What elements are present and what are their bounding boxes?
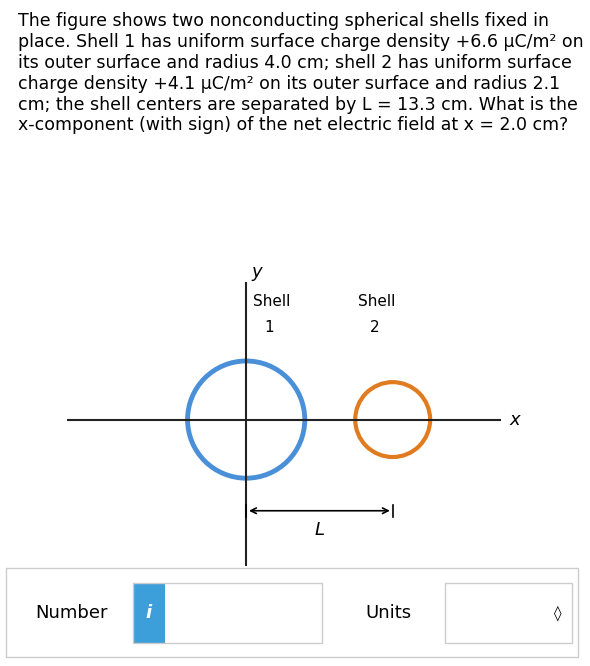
Text: y: y <box>251 263 262 281</box>
Bar <box>133 583 322 643</box>
Bar <box>445 583 572 643</box>
Text: L: L <box>314 521 325 539</box>
Text: Number: Number <box>35 603 108 622</box>
Text: x: x <box>510 410 520 429</box>
Bar <box>133 583 165 643</box>
Text: Shell: Shell <box>253 294 291 309</box>
Text: 1: 1 <box>264 320 274 335</box>
Text: Shell: Shell <box>359 294 396 309</box>
Text: i: i <box>146 603 152 622</box>
Text: 2: 2 <box>370 320 379 335</box>
Text: ◊: ◊ <box>554 605 561 621</box>
Bar <box>6 568 578 657</box>
Text: The figure shows two nonconducting spherical shells fixed in place. Shell 1 has : The figure shows two nonconducting spher… <box>18 13 584 135</box>
Text: Units: Units <box>366 603 412 622</box>
